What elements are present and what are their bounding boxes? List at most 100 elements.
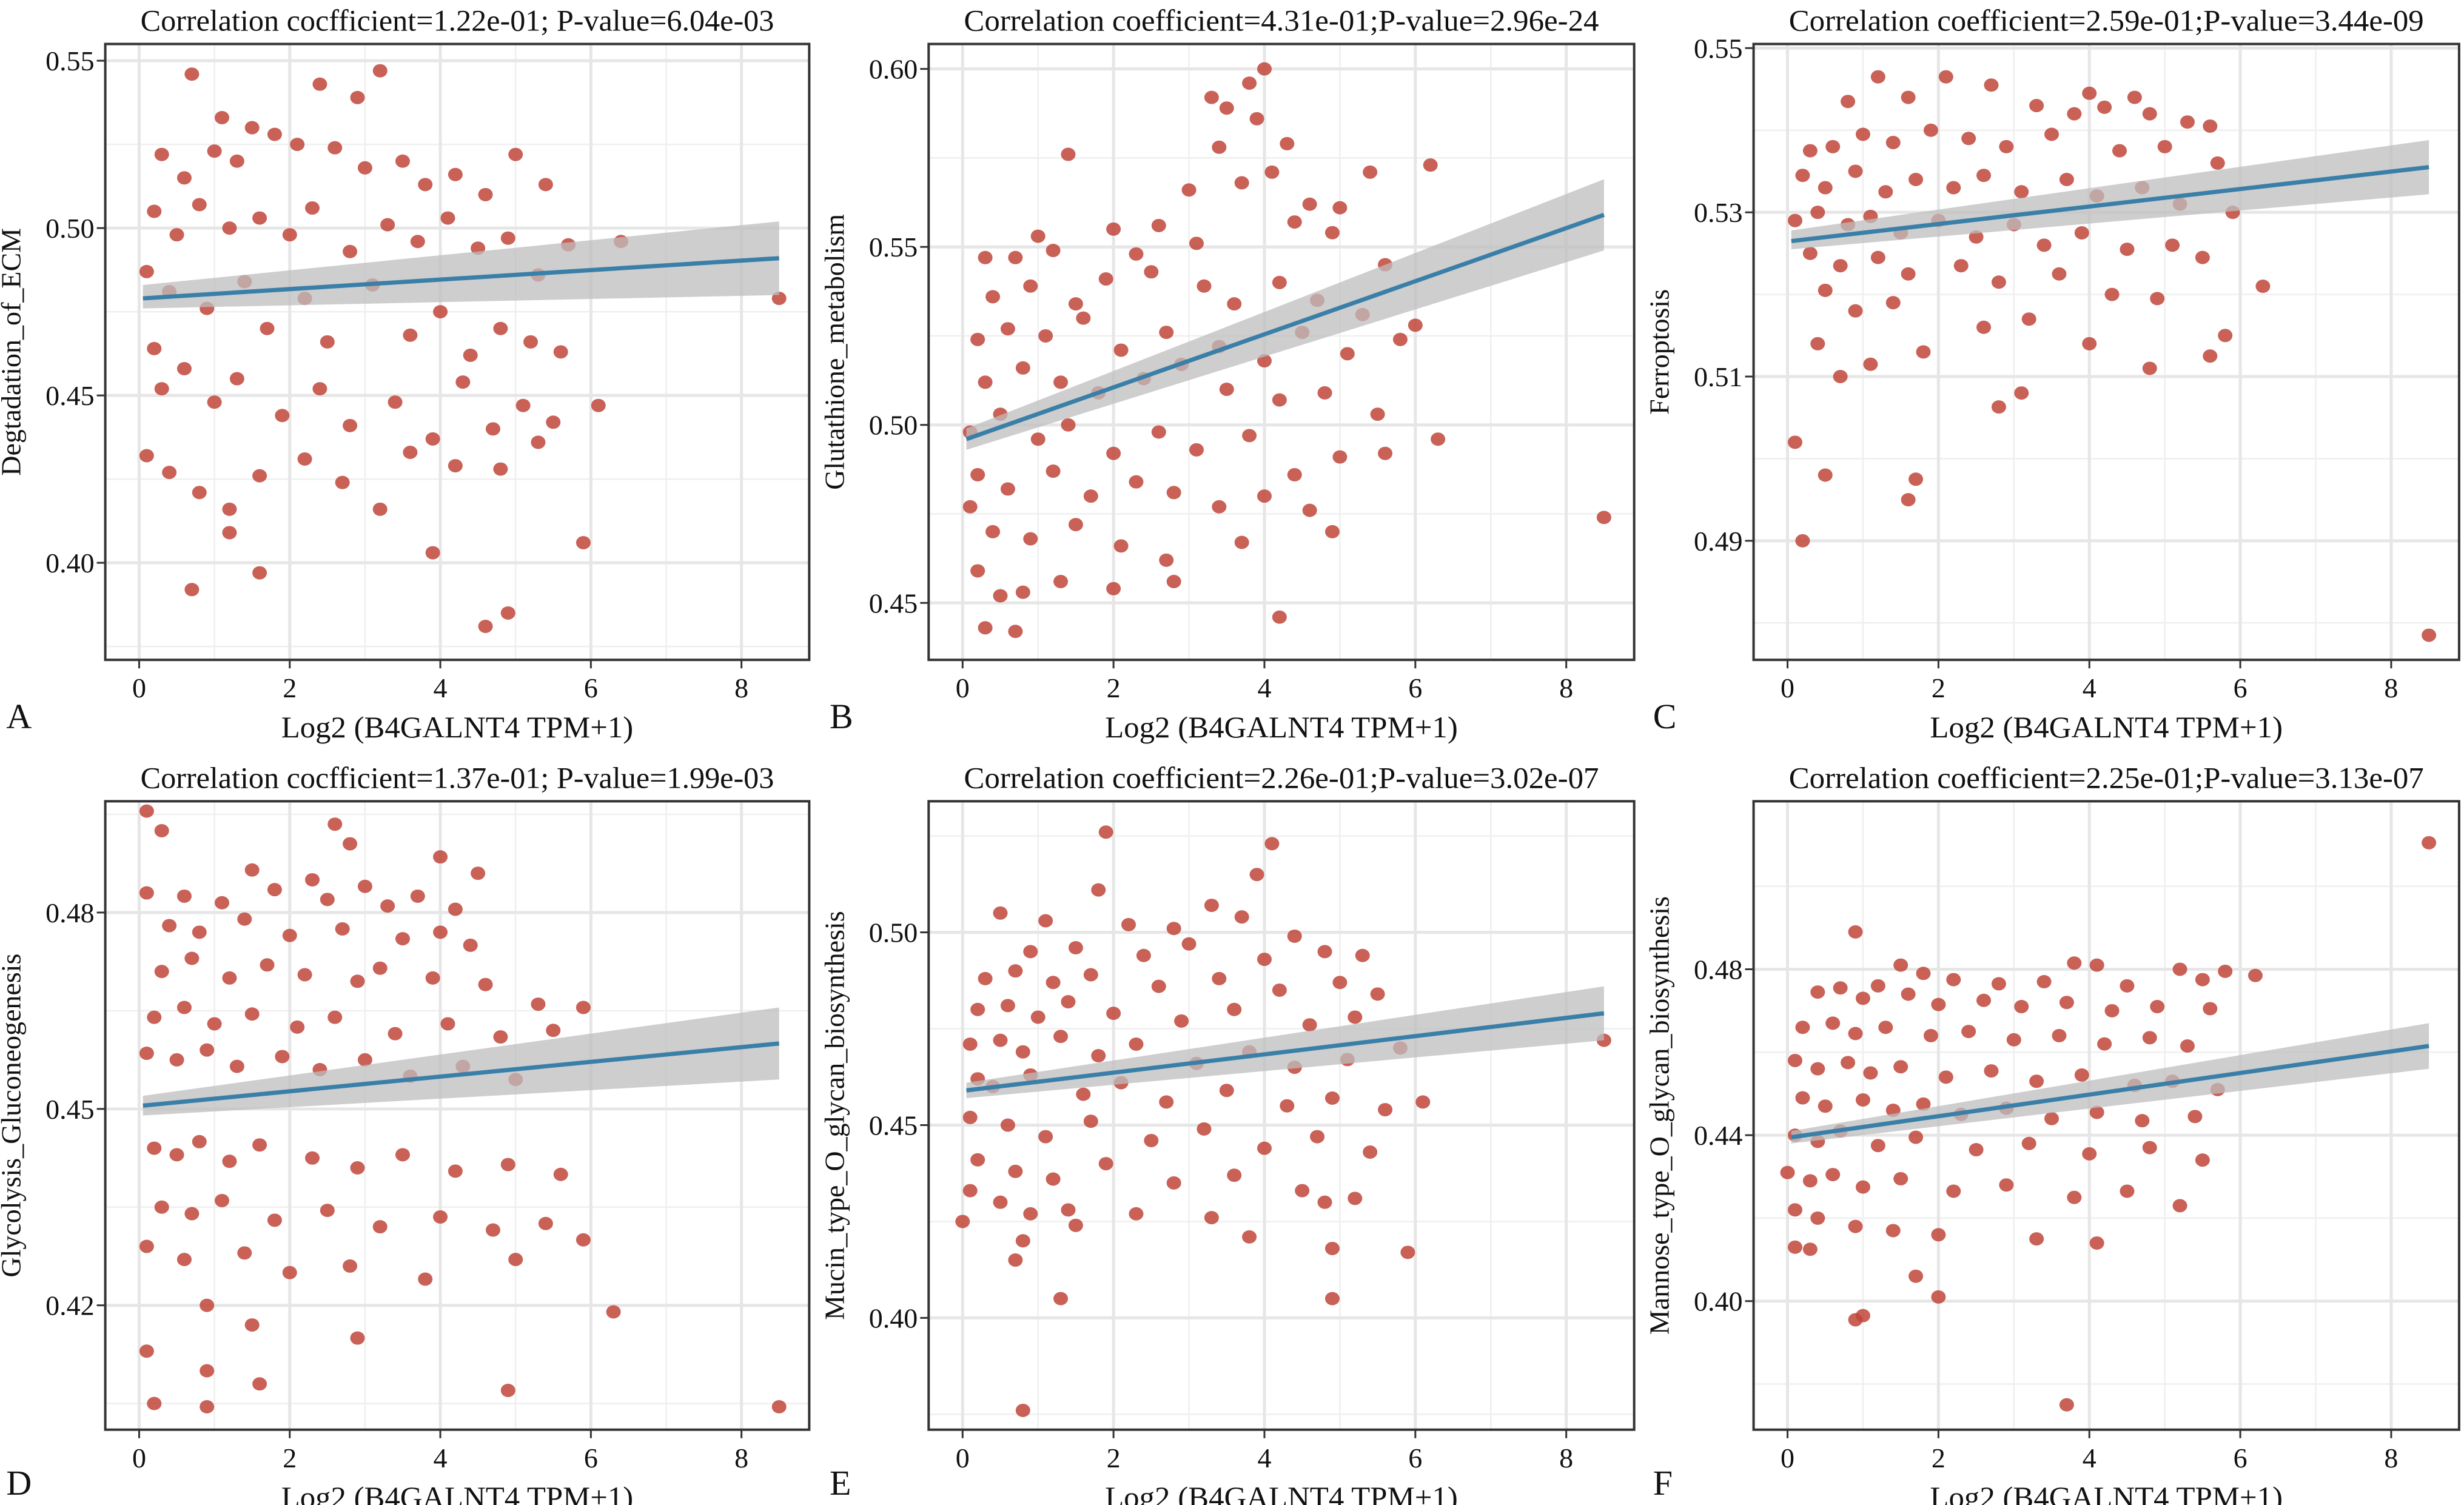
data-point — [1015, 1234, 1030, 1248]
data-point — [2014, 185, 2029, 199]
data-point — [1969, 1143, 1984, 1157]
data-point — [2029, 99, 2044, 113]
data-point — [1098, 272, 1113, 286]
panel-letter: F — [1653, 1463, 1673, 1503]
data-point — [2203, 1002, 2218, 1016]
data-point — [463, 938, 478, 952]
data-point — [1984, 1064, 1999, 1078]
y-tick-label: 0.48 — [1694, 954, 1743, 985]
data-point — [2089, 958, 2104, 972]
data-point — [237, 1246, 252, 1260]
data-point — [1310, 1130, 1325, 1144]
data-point — [1363, 1145, 1378, 1159]
data-point — [523, 335, 539, 349]
data-point — [2172, 1199, 2187, 1213]
data-point — [1841, 95, 1856, 109]
data-point — [1151, 979, 1166, 993]
data-point — [1332, 450, 1348, 464]
data-point — [1046, 1172, 1061, 1186]
data-point — [1106, 222, 1121, 236]
data-point — [962, 1184, 978, 1198]
data-point — [1061, 1203, 1076, 1217]
data-point — [546, 415, 561, 429]
data-point — [1129, 1207, 1144, 1221]
x-tick-label: 0 — [1781, 672, 1794, 703]
y-tick-label: 0.50 — [869, 410, 918, 441]
data-point — [1818, 283, 1833, 297]
data-point — [1091, 1049, 1106, 1063]
x-tick-label: 2 — [1107, 1443, 1121, 1473]
data-point — [1015, 585, 1030, 599]
data-point — [1083, 489, 1098, 503]
data-point — [304, 1151, 320, 1165]
data-point — [395, 154, 410, 168]
data-point — [154, 823, 169, 837]
data-point — [1272, 393, 1287, 407]
data-point — [1046, 244, 1061, 258]
data-point — [1038, 329, 1053, 343]
data-point — [1227, 1002, 1242, 1016]
data-point — [1295, 1184, 1310, 1198]
data-point — [1870, 979, 1885, 993]
y-axis-label: Degtadation_of_ECM — [0, 228, 27, 476]
x-tick-label: 8 — [1559, 1443, 1573, 1473]
data-point — [962, 1110, 978, 1124]
data-point — [1810, 206, 1825, 220]
data-point — [1317, 386, 1332, 400]
data-point — [147, 1141, 162, 1155]
data-point — [1810, 985, 1825, 999]
data-point — [1234, 910, 1249, 924]
data-point — [2089, 1236, 2104, 1250]
data-point — [1302, 1018, 1317, 1032]
data-point — [1893, 958, 1908, 972]
data-point — [993, 1033, 1008, 1047]
data-point — [1999, 1178, 2014, 1192]
data-point — [1106, 1007, 1121, 1021]
x-axis-label: Log2 (B4GALNT4 TPM+1) — [1105, 710, 1458, 744]
data-point — [1810, 1062, 1825, 1076]
data-point — [176, 1253, 192, 1267]
x-tick-label: 4 — [1257, 672, 1271, 703]
data-point — [1400, 1245, 1415, 1259]
data-point — [1431, 432, 1446, 446]
data-point — [1204, 1211, 1219, 1225]
data-point — [343, 837, 358, 851]
data-point — [2218, 964, 2233, 978]
data-point — [2029, 1232, 2044, 1246]
data-point — [1249, 868, 1264, 882]
data-point — [304, 201, 320, 215]
data-point — [1015, 1045, 1030, 1059]
data-point — [1991, 400, 2006, 414]
data-point — [440, 1017, 455, 1031]
data-point — [1212, 140, 1227, 154]
data-point — [327, 141, 343, 155]
regression-line — [1791, 1044, 2429, 1139]
data-point — [147, 1010, 162, 1024]
data-point — [546, 1024, 561, 1037]
data-point — [1113, 343, 1129, 357]
data-point — [1015, 361, 1030, 375]
data-point — [1098, 825, 1113, 839]
data-point — [1197, 279, 1212, 293]
data-point — [2127, 90, 2142, 104]
data-point — [1068, 1218, 1083, 1232]
panel-letter: B — [830, 697, 853, 736]
x-tick-label: 0 — [132, 672, 146, 703]
data-point — [1938, 70, 1953, 84]
data-point — [978, 971, 993, 985]
y-tick-label: 0.42 — [45, 1290, 95, 1321]
data-point — [1189, 443, 1204, 457]
data-point — [380, 899, 395, 913]
data-point — [478, 977, 493, 991]
data-point — [1046, 976, 1061, 990]
data-point — [1317, 1195, 1332, 1209]
data-point — [493, 321, 508, 335]
data-point — [1332, 976, 1348, 990]
data-point — [139, 886, 154, 900]
data-point — [1219, 383, 1234, 397]
data-point — [2422, 836, 2437, 850]
data-point — [1227, 1168, 1242, 1182]
data-point — [576, 1001, 591, 1014]
data-point — [433, 850, 448, 864]
